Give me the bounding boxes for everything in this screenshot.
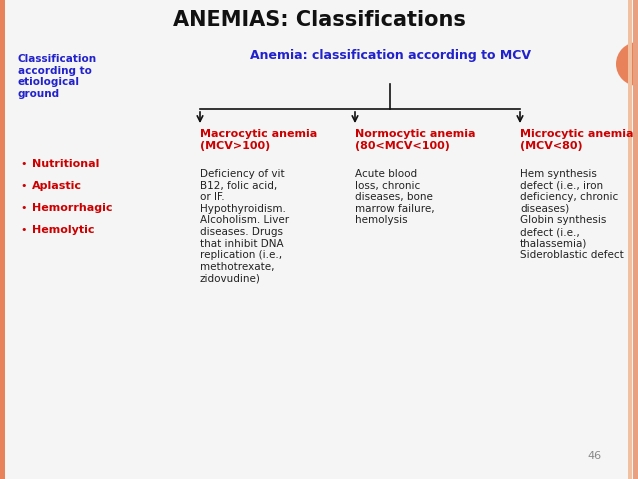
Text: Aplastic: Aplastic (32, 181, 82, 191)
Wedge shape (616, 42, 638, 86)
Bar (0, 0, 5, 479)
Text: Microcytic anemia
(MCV<80): Microcytic anemia (MCV<80) (520, 129, 634, 150)
Text: Acute blood
loss, chronic
diseases, bone
marrow failure,
hemolysis: Acute blood loss, chronic diseases, bone… (355, 169, 434, 226)
Bar (628, 0, 632, 479)
Text: •: • (20, 159, 27, 169)
Text: •: • (20, 203, 27, 213)
Text: Deficiency of vit
B12, folic acid,
or IF.
Hypothyroidism.
Alcoholism. Liver
dise: Deficiency of vit B12, folic acid, or IF… (200, 169, 289, 284)
Text: •: • (20, 181, 27, 191)
Text: Macrocytic anemia
(MCV>100): Macrocytic anemia (MCV>100) (200, 129, 317, 150)
Bar (633, 0, 638, 479)
Text: 46: 46 (588, 451, 602, 461)
Text: Classification
according to
etiological
ground: Classification according to etiological … (18, 54, 97, 99)
Text: •: • (20, 225, 27, 235)
Text: Hemolytic: Hemolytic (32, 225, 94, 235)
Text: Hem synthesis
defect (i.e., iron
deficiency, chronic
diseases)
Globin synthesis
: Hem synthesis defect (i.e., iron deficie… (520, 169, 624, 260)
Text: Anemia: classification according to MCV: Anemia: classification according to MCV (249, 49, 531, 62)
Text: ANEMIAS: Classifications: ANEMIAS: Classifications (172, 10, 466, 30)
Text: Nutritional: Nutritional (32, 159, 100, 169)
Text: Normocytic anemia
(80<MCV<100): Normocytic anemia (80<MCV<100) (355, 129, 475, 150)
Text: Hemorrhagic: Hemorrhagic (32, 203, 112, 213)
